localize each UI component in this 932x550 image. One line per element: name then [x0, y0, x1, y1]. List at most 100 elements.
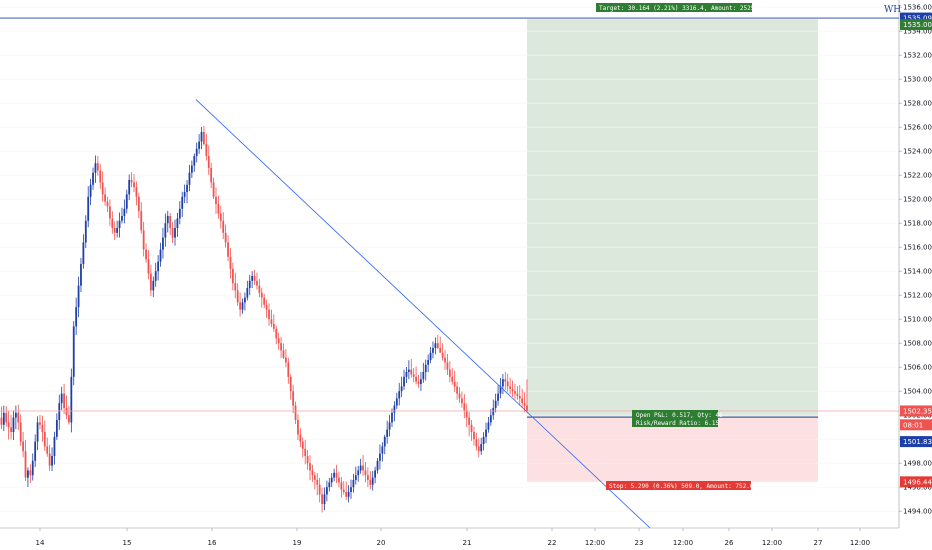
candle — [149, 265, 152, 297]
price-tag: 1502.353 — [900, 405, 932, 417]
candle-body — [321, 494, 323, 504]
candle — [468, 412, 471, 437]
candle — [239, 292, 241, 317]
candle-body — [246, 288, 249, 298]
candle-body — [256, 280, 258, 286]
candle — [215, 187, 217, 214]
candle-body — [55, 420, 58, 437]
candle — [219, 205, 222, 229]
candle-body — [485, 429, 487, 437]
candle — [374, 466, 377, 484]
candle-body — [287, 362, 290, 377]
candle — [345, 481, 348, 501]
candle-body — [193, 156, 196, 166]
time-axis-tick-label: 14 — [36, 539, 45, 547]
candle — [369, 471, 372, 490]
candle-body — [92, 172, 94, 185]
candle-body — [149, 273, 152, 291]
candle — [523, 392, 526, 413]
candle-body — [43, 432, 46, 447]
candle — [371, 471, 374, 491]
trend-line — [195, 99, 651, 529]
candle — [446, 354, 449, 375]
candle-body — [253, 276, 256, 281]
candle-body — [51, 456, 53, 466]
price-axis-tick-label: 1512.000 — [903, 292, 932, 300]
candle-body — [217, 204, 220, 214]
candle-body — [465, 410, 468, 418]
time-axis-tick-label: 27 — [814, 539, 823, 547]
time-axis[interactable] — [0, 528, 932, 550]
pnl-label-text: Open P&L: 0.517, Qty: 46 — [636, 412, 723, 419]
candle — [24, 440, 27, 481]
candle — [94, 155, 97, 183]
candle — [304, 439, 307, 465]
candle — [465, 403, 468, 428]
candle — [403, 369, 405, 390]
price-tag: 1501.836 — [900, 436, 932, 448]
candle — [497, 385, 499, 406]
candle — [260, 287, 263, 308]
candle-body — [405, 372, 408, 377]
candle — [405, 366, 408, 384]
candle-body — [113, 228, 116, 233]
time-axis-tick-label: 19 — [293, 539, 302, 547]
candle — [456, 381, 458, 400]
candle — [518, 385, 521, 406]
price-axis-tick-label: 1508.000 — [903, 340, 932, 348]
target-label-box — [596, 3, 752, 12]
candle-body — [80, 264, 82, 286]
candle — [313, 471, 316, 490]
candle — [92, 167, 94, 190]
time-axis-tick-label: 22 — [548, 539, 557, 547]
price-tag-label: 08:01 — [903, 421, 923, 429]
candle — [489, 409, 492, 426]
candle — [166, 210, 169, 233]
candle-body — [24, 451, 27, 478]
candle — [451, 368, 454, 385]
candle — [53, 431, 56, 465]
candle — [246, 280, 249, 301]
price-axis-tick-label: 1520.000 — [903, 196, 932, 204]
candle — [289, 374, 292, 400]
time-axis-tick-label: 12:00 — [585, 539, 605, 547]
candle-body — [231, 268, 234, 284]
candle — [96, 155, 99, 176]
candle-body — [458, 393, 461, 399]
candle — [275, 325, 278, 345]
candle — [453, 370, 456, 392]
candle — [475, 432, 478, 451]
candle — [70, 368, 73, 433]
candle-body — [224, 232, 227, 243]
candle — [157, 255, 160, 281]
candle-body — [68, 415, 70, 423]
zones-layer — [527, 19, 818, 482]
candle-body — [205, 144, 208, 156]
candle-body — [347, 492, 350, 497]
candle-body — [354, 475, 357, 480]
symbol-label[interactable]: WH — [884, 5, 901, 15]
candle-body — [299, 434, 302, 442]
time-axis-tick-label: 20 — [377, 539, 386, 547]
candle — [183, 184, 186, 204]
candle — [27, 467, 29, 487]
candle-body — [470, 424, 473, 432]
candle — [147, 250, 150, 280]
candle-body — [106, 201, 109, 207]
candle-body — [444, 357, 446, 363]
candle — [39, 414, 41, 430]
candle-body — [10, 427, 12, 432]
candle-body — [159, 249, 162, 262]
candle-body — [236, 290, 239, 303]
price-tag: 1535.094 — [900, 12, 932, 24]
candle — [48, 444, 51, 471]
candle-body — [526, 405, 528, 411]
candle-body — [190, 165, 193, 173]
candle — [152, 276, 155, 298]
candle — [391, 408, 393, 427]
candle — [436, 334, 439, 350]
candle-body — [116, 228, 119, 233]
candle-body — [17, 412, 20, 423]
candle-body — [31, 460, 34, 476]
